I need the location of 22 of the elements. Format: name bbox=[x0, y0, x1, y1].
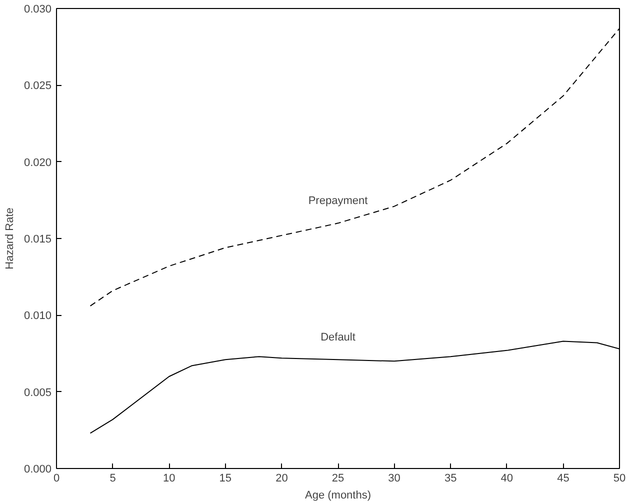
x-tick-label: 50 bbox=[613, 472, 626, 484]
x-tick-label: 40 bbox=[500, 472, 514, 484]
x-tick-label: 30 bbox=[388, 472, 400, 484]
y-tick-label: 0.000 bbox=[24, 464, 52, 476]
x-tick-label: 5 bbox=[110, 472, 116, 484]
y-tick-label: 0.010 bbox=[24, 310, 52, 322]
series-label: Prepayment bbox=[308, 195, 368, 208]
x-axis-title: Age (months) bbox=[304, 490, 372, 502]
x-tick-label: 20 bbox=[276, 472, 288, 484]
x-tick-label: 35 bbox=[444, 472, 457, 484]
x-tick-label: 45 bbox=[557, 472, 570, 484]
y-axis-title: Hazard Rate bbox=[4, 208, 16, 270]
series-label: Default bbox=[320, 332, 356, 344]
y-tick-label: 0.025 bbox=[24, 80, 52, 92]
y-tick-label: 0.020 bbox=[24, 156, 52, 169]
x-tick-label: 25 bbox=[332, 472, 344, 484]
x-tick-label: 0 bbox=[53, 472, 60, 484]
x-tick-label: 15 bbox=[219, 472, 232, 484]
y-tick-label: 0.005 bbox=[24, 386, 52, 399]
y-tick-label: 0.015 bbox=[24, 234, 52, 246]
y-tick-label: 0.030 bbox=[24, 4, 52, 16]
x-tick-label: 10 bbox=[162, 472, 176, 484]
